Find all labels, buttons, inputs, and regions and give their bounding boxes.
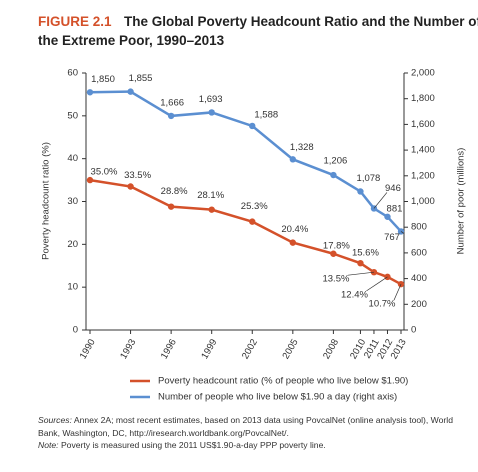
y2-tick-label: 1,400 [411,145,435,156]
data-label: 25.3% [241,201,268,212]
x-tick-label: 2005 [281,337,301,361]
y2-tick-label: 1,200 [411,170,435,181]
y2-tick-label: 2,000 [411,68,435,79]
data-point [249,122,256,130]
y2-tick-label: 600 [411,247,427,258]
data-label: 1,693 [199,94,223,105]
data-point [127,88,134,95]
note-label: Note: [38,440,59,450]
figure-label: FIGURE 2.1 [38,14,112,29]
sources: Sources: Annex 2A; most recent estimates… [38,414,468,439]
y-tick-label: 10 [67,282,78,293]
data-label: 881 [387,203,403,214]
data-label: 1,328 [290,142,314,153]
y2-tick-label: 200 [411,299,427,310]
leader-line [347,271,374,276]
data-point [330,171,337,179]
data-label: 17.8% [323,240,350,251]
data-point [208,109,215,116]
data-point [289,239,297,246]
y2-tick-label: 800 [411,222,427,233]
y2-tick-label: 1,600 [411,119,435,130]
sources-text: Annex 2A; most recent estimates, based o… [38,415,453,438]
chart-title: the Extreme Poor, 1990–2013 [38,33,225,48]
data-point [86,176,94,184]
y2-tick-label: 1,800 [411,93,435,104]
data-label: 767 [384,232,400,243]
x-tick-label: 1999 [199,337,219,361]
chart-title: The Global Poverty Headcount Ratio and t… [124,14,478,29]
data-label: 20.4% [281,224,308,235]
x-tick-label: 1990 [78,337,98,361]
y2-tick-label: 1,000 [411,196,435,207]
data-label: 10.7% [369,299,396,310]
data-label: 946 [385,183,401,194]
data-label: 1,206 [324,156,348,167]
series-line [89,178,402,286]
x-tick-label: 1996 [159,337,179,361]
footnotes: Sources: Annex 2A; most recent estimates… [38,414,468,452]
y2-tick-label: 0 [411,325,416,336]
data-label: 1,078 [357,173,381,184]
y2-axis-label: Number of poor (millions) [456,148,467,255]
y2-tick-label: 400 [411,273,427,284]
data-point [86,89,94,96]
data-label: 15.6% [352,248,379,259]
legend-label: Poverty headcount ratio (% of people who… [158,376,408,387]
y-tick-label: 40 [67,153,78,164]
data-point [208,206,215,213]
data-label: 1,855 [129,73,153,84]
data-point [249,218,256,225]
y-tick-label: 20 [67,239,78,250]
x-tick-label: 2002 [240,337,260,361]
data-label: 33.5% [124,170,151,181]
data-point [384,213,391,220]
data-label: 28.8% [161,186,188,197]
y-tick-label: 30 [67,196,78,207]
data-label: 1,588 [254,109,278,120]
sources-label: Sources: [38,415,72,425]
leader-line [400,231,405,234]
x-tick-label: 1993 [118,337,138,361]
y-tick-label: 50 [67,110,78,121]
data-label: 28.1% [197,190,224,201]
data-point [289,156,297,163]
note-text: Poverty is measured using the 2011 US$1.… [60,440,326,450]
data-point [357,259,364,267]
data-point [167,203,175,210]
legend-label: Number of people who live below $1.90 a … [158,392,397,403]
data-label: 1,850 [91,74,115,85]
data-label: 1,666 [160,97,184,108]
data-point [357,188,364,195]
data-label: 12.4% [341,289,368,300]
y-tick-label: 60 [67,68,78,79]
data-point [127,183,134,190]
chart: FIGURE 2.1 The Global Poverty Headcount … [38,14,478,403]
leader-line [393,284,402,301]
y-tick-label: 0 [73,325,78,336]
y-axis-label: Poverty headcount ratio (%) [41,142,52,260]
leader-line [373,192,388,209]
data-label: 35.0% [91,167,118,178]
data-point [167,112,175,120]
data-label: 13.5% [322,274,349,285]
note: Note: Poverty is measured using the 2011… [38,439,468,452]
x-tick-label: 2008 [321,337,341,361]
leader-line [366,276,388,292]
data-point [330,250,337,257]
